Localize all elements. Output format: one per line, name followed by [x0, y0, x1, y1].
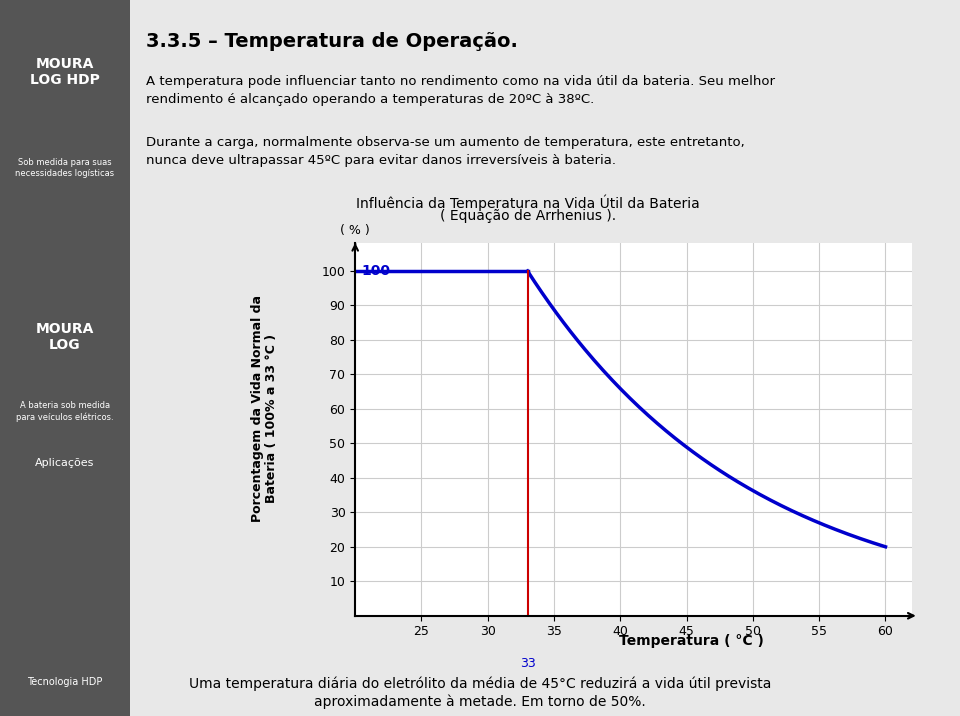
- Text: Sob medida para suas
necessidades logísticas: Sob medida para suas necessidades logíst…: [15, 158, 114, 178]
- Text: 3.3.5 – Temperatura de Operação.: 3.3.5 – Temperatura de Operação.: [146, 32, 518, 52]
- Text: Temperatura ( °C ): Temperatura ( °C ): [619, 634, 763, 648]
- Text: 33: 33: [519, 657, 536, 670]
- Text: ( Equação de Arrhenius ).: ( Equação de Arrhenius ).: [440, 209, 616, 223]
- Text: Porcentagem da Vida Normal da: Porcentagem da Vida Normal da: [251, 294, 264, 522]
- Text: Uma temperatura diária do eletrólito da média de 45°C reduzirá a vida útil previ: Uma temperatura diária do eletrólito da …: [189, 677, 771, 691]
- Text: ( % ): ( % ): [341, 223, 370, 236]
- Text: Tecnologia HDP: Tecnologia HDP: [27, 677, 103, 687]
- Text: Influência da Temperatura na Vida Útil da Bateria: Influência da Temperatura na Vida Útil d…: [356, 195, 700, 211]
- Text: Bateria ( 100% a 33 °C ): Bateria ( 100% a 33 °C ): [265, 334, 278, 503]
- Text: A bateria sob medida
para veículos elétricos.: A bateria sob medida para veículos elétr…: [16, 401, 113, 422]
- Text: Durante a carga, normalmente observa-se um aumento de temperatura, este entretan: Durante a carga, normalmente observa-se …: [146, 136, 745, 167]
- Text: MOURA
LOG HDP: MOURA LOG HDP: [30, 57, 100, 87]
- Text: A temperatura pode influenciar tanto no rendimento como na vida útil da bateria.: A temperatura pode influenciar tanto no …: [146, 75, 776, 106]
- Text: MOURA
LOG: MOURA LOG: [36, 322, 94, 352]
- Text: aproximadamente à metade. Em torno de 50%.: aproximadamente à metade. Em torno de 50…: [314, 695, 646, 709]
- Text: 100: 100: [362, 264, 391, 278]
- Text: Aplicações: Aplicações: [36, 458, 94, 468]
